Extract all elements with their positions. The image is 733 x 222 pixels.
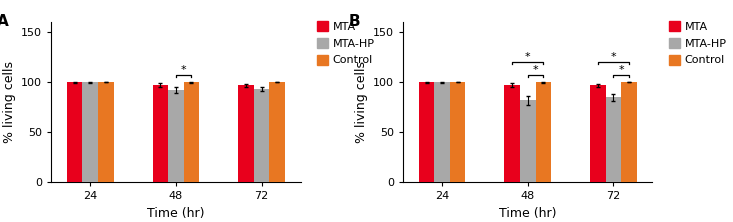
- Y-axis label: % living cells: % living cells: [355, 61, 367, 143]
- Bar: [590, 85, 605, 182]
- Bar: [254, 89, 270, 182]
- Legend: MTA, MTA-HP, Control: MTA, MTA-HP, Control: [668, 20, 728, 67]
- Bar: [67, 82, 82, 182]
- Bar: [536, 82, 551, 182]
- Bar: [605, 97, 622, 182]
- Text: *: *: [181, 65, 186, 75]
- Legend: MTA, MTA-HP, Control: MTA, MTA-HP, Control: [316, 20, 376, 67]
- Text: *: *: [619, 65, 624, 75]
- Text: *: *: [525, 52, 531, 62]
- Text: B: B: [348, 14, 360, 29]
- Text: *: *: [611, 52, 616, 62]
- Text: A: A: [0, 14, 8, 29]
- Bar: [504, 85, 520, 182]
- Bar: [622, 82, 637, 182]
- Bar: [82, 82, 98, 182]
- Bar: [450, 82, 465, 182]
- Bar: [238, 85, 254, 182]
- Bar: [520, 100, 536, 182]
- Y-axis label: % living cells: % living cells: [3, 61, 15, 143]
- Text: *: *: [533, 65, 538, 75]
- Bar: [152, 85, 168, 182]
- Bar: [435, 82, 450, 182]
- Bar: [419, 82, 435, 182]
- Bar: [98, 82, 114, 182]
- X-axis label: Time (hr): Time (hr): [147, 207, 205, 220]
- Bar: [184, 82, 199, 182]
- X-axis label: Time (hr): Time (hr): [499, 207, 556, 220]
- Bar: [168, 90, 184, 182]
- Bar: [270, 82, 285, 182]
